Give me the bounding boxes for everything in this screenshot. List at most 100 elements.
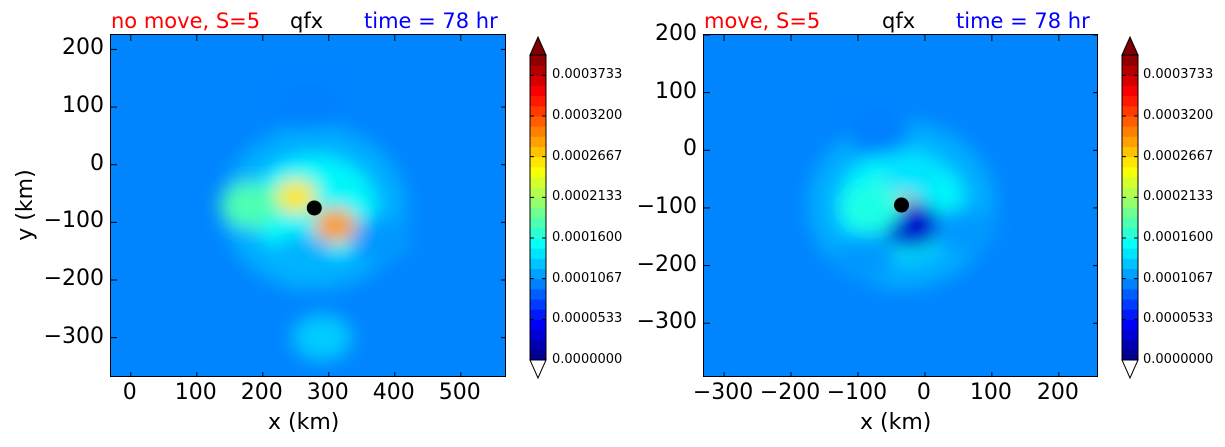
colorbar-segment (1122, 349, 1138, 361)
colorbar-tick-label: 0.0002133 (552, 189, 623, 205)
colorbar-segment (530, 207, 546, 219)
colorbar-segment (530, 268, 546, 280)
x-tick-label: 500 (438, 380, 481, 405)
contour-blob (274, 179, 317, 214)
colorbar-segment (530, 136, 546, 147)
x-tick-label: 100 (174, 380, 217, 405)
colorbar-extend-max (1121, 35, 1139, 56)
colorbar-segment (1122, 75, 1138, 86)
colorbar-segment (530, 248, 546, 259)
colorbar-segment (1122, 65, 1138, 76)
plot-area (110, 34, 506, 377)
x-tick-label: 200 (1036, 380, 1079, 405)
colorbar-tick-label: 0.0003733 (552, 67, 623, 83)
colorbar-segment (530, 177, 546, 188)
x-tick-label: 400 (372, 380, 415, 405)
storm-center-marker (306, 200, 322, 216)
colorbar-segment (530, 217, 546, 229)
y-tick-label: 100 (655, 78, 697, 104)
colorbar-segment (1122, 227, 1138, 239)
title-left: no move, S=5 (111, 9, 261, 33)
colorbar-frame (1121, 54, 1139, 361)
y-tick-label: −100 (43, 208, 104, 234)
colorbar-segment (1122, 146, 1138, 158)
contour-blob (881, 149, 942, 197)
colorbar-segment (1122, 339, 1138, 351)
y-tick-label: −200 (636, 251, 697, 277)
x-tick-label: −100 (826, 380, 888, 405)
title-right: time = 78 hr (956, 9, 1090, 33)
colorbar-segment (530, 65, 546, 76)
contour-blob (351, 216, 412, 263)
contour-blob (279, 83, 339, 131)
y-tick-label: −300 (43, 323, 104, 349)
colorbar-extend-min (1121, 359, 1139, 380)
colorbar-segment (1122, 217, 1138, 229)
colorbar-segment (530, 288, 546, 300)
colorbar-segment (530, 105, 546, 117)
y-axis-label: y (km) (13, 169, 38, 241)
x-tick-label: −200 (759, 380, 821, 405)
colorbar-tick-label: 0.0003733 (1143, 67, 1214, 83)
x-tick-label: 0 (916, 380, 931, 405)
colorbar-segment (530, 85, 546, 97)
colorbar-segment (1122, 126, 1138, 137)
colorbar-tick-label: 0.0003200 (1143, 108, 1214, 123)
colorbar-segment (1122, 197, 1138, 208)
colorbar-segment (1122, 329, 1138, 341)
colorbar-tick-label: 0.0001600 (1143, 230, 1214, 245)
colorbar-svg (1121, 35, 1139, 380)
colorbar-extend-min (529, 359, 547, 380)
colorbar-segment (1122, 166, 1138, 178)
x-tick-label: 200 (240, 380, 283, 405)
contour-blob (314, 208, 357, 243)
plot-area (703, 34, 1098, 377)
colorbar-segment (530, 187, 546, 198)
colorbar-svg (529, 35, 547, 380)
colorbar-segment (530, 227, 546, 239)
contour-plot (111, 35, 505, 376)
contour-blob (934, 207, 996, 255)
colorbar-segment (1122, 258, 1138, 269)
y-tick-label: 100 (62, 93, 104, 119)
colorbar-segment (1122, 238, 1138, 249)
colorbar-segment (530, 197, 546, 208)
colorbar-tick-label: 0.0001600 (552, 230, 623, 245)
title-left: move, S=5 (704, 9, 821, 33)
colorbar-segment (530, 166, 546, 178)
colorbar-segment (1122, 177, 1138, 188)
colorbar-segment (1122, 278, 1138, 290)
colorbar-segment (1122, 248, 1138, 259)
contour-blob (834, 233, 895, 281)
colorbar-segment (530, 146, 546, 158)
colorbar-segment (530, 258, 546, 269)
colorbar-tick-label: 0.0002667 (1143, 148, 1214, 164)
colorbar-segment (1122, 288, 1138, 300)
colorbar-segment (1122, 319, 1138, 330)
colorbar-frame (529, 54, 547, 361)
x-axis-label: x (km) (860, 410, 932, 435)
colorbar-tick-label: 0.0002133 (1143, 189, 1214, 205)
colorbar-segment (1122, 85, 1138, 97)
y-tick-label: 0 (683, 136, 697, 162)
colorbar-segment (1122, 136, 1138, 147)
title-right: time = 78 hr (364, 9, 498, 33)
contour-plot (704, 35, 1097, 376)
y-tick-label: 0 (90, 150, 104, 176)
x-tick-label: 300 (306, 380, 349, 405)
colorbar-segment (530, 309, 546, 320)
y-tick-label: 200 (62, 35, 104, 61)
y-tick-label: −200 (43, 266, 104, 291)
contour-blob (219, 181, 280, 229)
x-axis-label: x (km) (268, 410, 340, 435)
contour-blob (841, 184, 902, 232)
colorbar-segment (530, 299, 546, 310)
colorbar-segment (530, 238, 546, 249)
colorbar-segment (1122, 268, 1138, 280)
y-tick-label: −100 (636, 193, 697, 219)
colorbar-segment (530, 95, 546, 107)
storm-center-marker (894, 197, 909, 213)
y-tick-label: 200 (655, 21, 697, 46)
colorbar-tick-label: 0.0000000 (552, 352, 623, 367)
colorbar-tick-label: 0.0000000 (1143, 352, 1214, 367)
